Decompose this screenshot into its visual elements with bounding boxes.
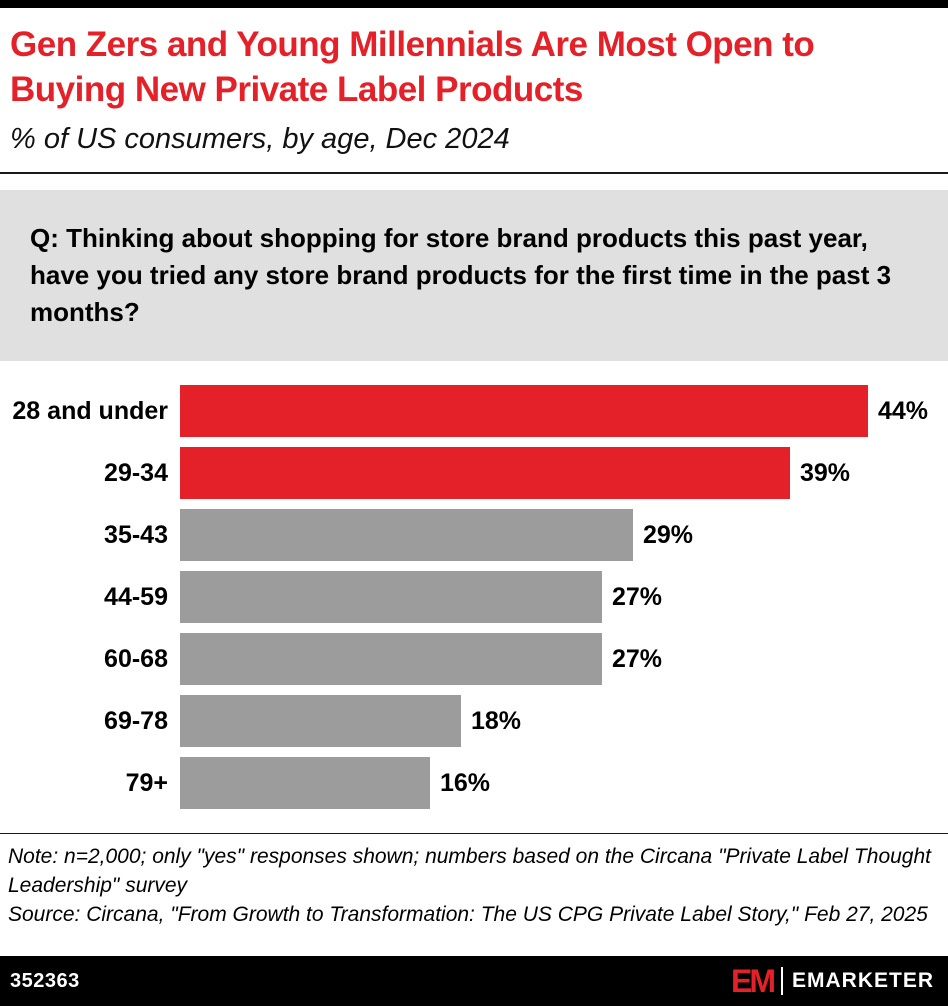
bar-row: 35-43 29%: [0, 509, 942, 561]
bar: [180, 385, 868, 437]
bar-row: 28 and under 44%: [0, 385, 942, 437]
note-text: Note: n=2,000; only "yes" responses show…: [8, 845, 931, 897]
logo-divider: [780, 967, 783, 995]
bar: [180, 509, 633, 561]
bar: [180, 695, 461, 747]
bar-value-label: 29%: [643, 520, 694, 549]
header: Gen Zers and Young Millennials Are Most …: [0, 8, 948, 158]
survey-question-box: Q: Thinking about shopping for store bra…: [0, 190, 948, 361]
bar-value-label: 44%: [878, 396, 929, 425]
bar: [180, 571, 602, 623]
bar-row: 69-78 18%: [0, 695, 942, 747]
bar-category-label: 35-43: [104, 520, 168, 549]
bar-value-label: 18%: [471, 706, 522, 735]
footnotes: Note: n=2,000; only "yes" responses show…: [0, 833, 948, 935]
page-subtitle: % of US consumers, by age, Dec 2024: [10, 123, 510, 155]
bar-row: 29-34 39%: [0, 447, 942, 499]
bar-category-label: 69-78: [104, 706, 168, 735]
bar: [180, 447, 790, 499]
page-title-line-2: Buying New Private Label Products: [10, 70, 583, 109]
page-title-line-1: Gen Zers and Young Millennials Are Most …: [10, 25, 815, 64]
bar-value-label: 39%: [800, 458, 851, 487]
header-divider: [0, 172, 948, 174]
bar-category-label: 29-34: [104, 458, 168, 487]
bar-category-label: 44-59: [104, 582, 168, 611]
bar-value-label: 27%: [612, 644, 663, 673]
bar-value-label: 27%: [612, 582, 663, 611]
chart-id: 352363: [10, 969, 80, 992]
source-text: Source: Circana, "From Growth to Transfo…: [8, 903, 928, 926]
emarketer-logo-icon: EM: [730, 963, 776, 999]
bar-category-label: 79+: [125, 768, 168, 797]
bar-row: 60-68 27%: [0, 633, 942, 685]
bar-category-label: 60-68: [104, 644, 168, 673]
brand-name: EMARKETER: [791, 969, 934, 992]
top-accent-bar: [0, 0, 948, 8]
bar-row: 79+ 16%: [0, 757, 942, 809]
bar-chart: 28 and under 44% 29-34 39% 35-43 29% 44-59 27% 6…: [0, 385, 948, 819]
survey-question-text: Q: Thinking about shopping for store bra…: [30, 223, 892, 327]
emarketer-logo: EM EMARKETER: [731, 965, 934, 997]
footer-bar: 352363 EM EMARKETER: [0, 956, 948, 1006]
bar-row: 44-59 27%: [0, 571, 942, 623]
bar: [180, 633, 602, 685]
bar-value-label: 16%: [440, 768, 491, 797]
page-title: Gen Zers and Young Millennials Are Most …: [10, 22, 938, 112]
bar: [180, 757, 430, 809]
bar-category-label: 28 and under: [12, 396, 168, 425]
